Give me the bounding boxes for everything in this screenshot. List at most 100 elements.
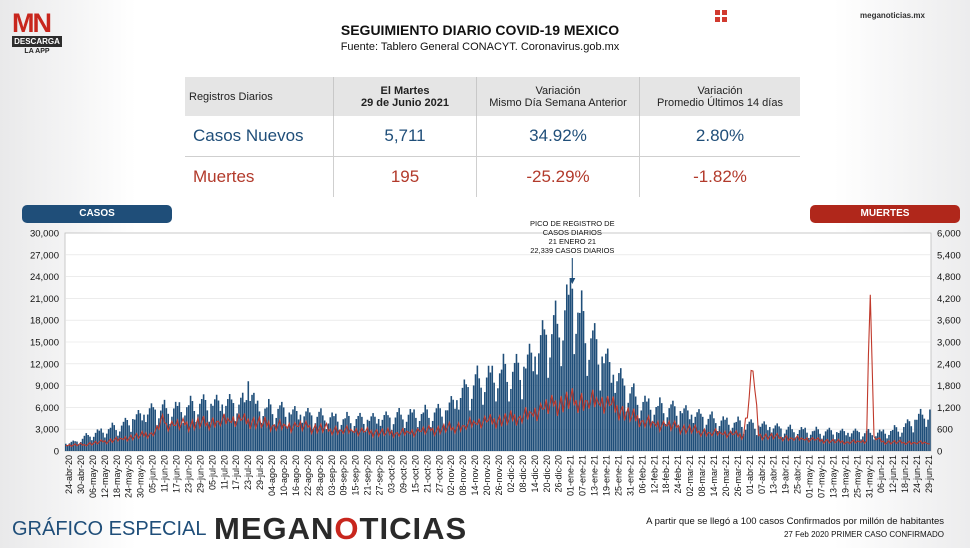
case-bar [683,408,685,451]
case-bar [303,416,305,451]
case-bar [590,338,592,451]
case-bar [618,373,620,451]
case-bar [595,339,598,451]
case-bar [863,433,866,451]
case-bar [659,397,661,451]
x-tick-label: 20-dic-20 [542,455,552,493]
case-bar [232,403,235,451]
stats-table: Registros Diarios El Martes 29 de Junio 2… [185,77,800,197]
case-bar [320,408,322,451]
case-bar [104,437,106,451]
case-bar [294,406,296,451]
app-logo[interactable]: MN DESCARGA LA APP [12,10,62,57]
grid-menu-icon[interactable] [715,10,727,22]
case-bar [219,410,222,451]
x-tick-label: 18-feb-21 [661,455,671,494]
case-bar [688,419,691,451]
case-bar [262,416,264,451]
deaths-series [65,294,930,448]
case-bar [908,421,911,451]
case-bar [754,428,756,451]
x-axis: 24-abr-20 30-abr-20 06-may-20 12-may-20 18-m… [64,455,934,498]
case-bar [564,310,566,451]
case-bar [770,432,773,451]
x-tick-label: 13-abr-21 [769,455,779,494]
case-bar [780,428,782,451]
case-bar [474,374,477,451]
case-bar [867,429,870,451]
y-left-tick: 0 [54,447,59,458]
case-bar [508,401,510,451]
case-bar [914,419,916,451]
case-bar [443,426,445,451]
x-tick-label: 19-abr-21 [781,455,791,494]
case-bar [208,421,210,451]
case-bar [402,419,404,451]
case-bar [431,420,434,451]
case-bar [152,407,155,451]
case-bar [891,429,894,451]
case-bar [839,430,842,451]
stats-row-deaths: Muertes 195 -25.29% -1.82% [185,156,800,197]
case-bar [191,401,194,451]
case-bar [774,425,777,451]
case-bar [241,392,244,451]
y-left-tick: 3,000 [35,425,59,436]
case-bar [808,437,810,451]
y-left-tick: 27,000 [30,250,59,261]
case-bar [724,419,726,451]
case-bar [895,427,898,451]
case-bar [362,423,365,451]
case-bar [206,410,209,451]
case-bar [83,435,86,451]
x-tick-label: 06-feb-21 [637,455,647,494]
case-bar [228,394,231,451]
row-label: Casos Nuevos [185,116,334,157]
case-bar [923,418,926,451]
case-bar [189,395,192,451]
case-bar [631,387,633,451]
case-bar [800,427,803,451]
case-bar [111,422,114,451]
case-bar [921,414,924,451]
case-bar [465,384,467,451]
case-bar [297,419,300,451]
x-tick-label: 18-jun-21 [900,455,910,493]
case-bar [647,398,650,451]
case-bar [85,433,88,451]
case-bar [482,404,484,451]
case-bar [817,429,819,451]
case-bar [117,435,119,451]
case-bar [813,430,816,451]
x-tick-label: 12-jun-21 [888,455,898,493]
case-bar [638,418,641,451]
case-bar [221,404,224,451]
x-tick-label: 04-ago-20 [267,455,277,496]
case-bar [687,410,689,451]
case-bar [225,405,227,451]
case-bar [642,401,644,451]
case-bar [506,381,508,451]
footer-brand[interactable]: MEGANOTICIAS [214,511,468,546]
x-tick-label: 10-ago-20 [279,455,289,496]
case-bar [694,416,697,451]
case-bar [811,431,814,451]
x-tick-label: 31-ene-21 [625,455,635,496]
case-bar [882,429,885,451]
case-bar [150,403,153,451]
case-bar [374,416,376,451]
case-bar [258,411,261,451]
case-bar [869,432,872,451]
case-bar [634,396,637,451]
case-bar [832,434,834,451]
case-bar [370,416,373,451]
site-url[interactable]: meganoticias.mx [860,11,925,20]
case-bar [430,427,432,451]
case-bar [180,412,183,451]
y-left-tick: 18,000 [30,316,59,327]
case-bar [791,429,793,451]
case-bar [307,407,309,451]
case-bar [186,407,188,451]
case-bar [79,441,82,451]
